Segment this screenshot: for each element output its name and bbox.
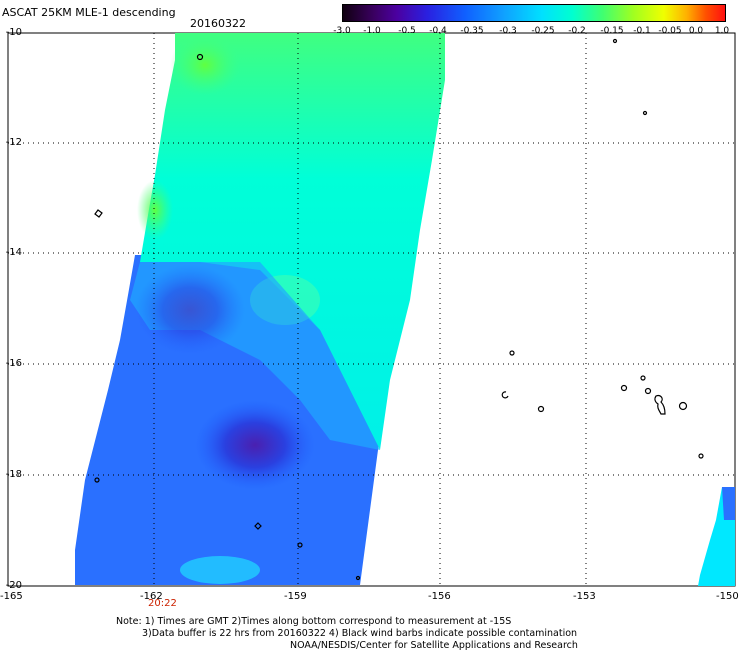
y-tick-label: -12 xyxy=(5,137,22,148)
scale-label: -0.05 xyxy=(658,26,682,36)
scale-label: -0.3 xyxy=(499,26,517,36)
y-tick-label: -18 xyxy=(5,469,22,480)
green-patch xyxy=(170,35,240,95)
x-tick-label: -159 xyxy=(284,591,307,602)
note-line-1: Note: 1) Times are GMT 2)Times along bot… xyxy=(116,616,512,627)
x-tick-label: -156 xyxy=(428,591,451,602)
y-tick-label: -14 xyxy=(5,247,22,258)
swath-cyan-region xyxy=(140,33,445,450)
scale-label: 1.0 xyxy=(714,26,730,36)
scale-label: -0.4 xyxy=(429,26,447,36)
scale-label: -0.1 xyxy=(633,26,651,36)
scale-label: -3.0 xyxy=(333,26,351,36)
island-outlines xyxy=(94,38,704,581)
pass-time-label: 20:22 xyxy=(148,598,177,609)
x-tick-label: -150 xyxy=(716,591,739,602)
y-tick-label: -20 xyxy=(5,580,22,591)
green-patch xyxy=(137,180,173,240)
color-scale-bar xyxy=(342,4,726,22)
swath-right-blue xyxy=(722,487,735,520)
x-tick-label: -165 xyxy=(0,591,23,602)
scale-label: -0.35 xyxy=(460,26,484,36)
cyan-spot xyxy=(180,556,260,584)
x-tick-label: -153 xyxy=(573,591,596,602)
y-tick-label: -16 xyxy=(5,358,22,369)
note-line-3: NOAA/NESDIS/Center for Satellite Applica… xyxy=(290,640,578,651)
grid-lines xyxy=(8,33,735,586)
scale-label: -0.25 xyxy=(531,26,555,36)
low-value-spot xyxy=(195,400,315,490)
y-tick-label: -10 xyxy=(5,27,22,38)
note-line-2: 3)Data buffer is 22 hrs from 20160322 4)… xyxy=(142,628,578,639)
scale-label: -0.5 xyxy=(398,26,416,36)
color-scale-labels: -3.0 -1.0 -0.5 -0.4 -0.35 -0.3 -0.25 -0.… xyxy=(330,26,730,38)
map-date: 20160322 xyxy=(190,17,246,30)
scale-label: -0.2 xyxy=(568,26,586,36)
map-title: ASCAT 25KM MLE-1 descending xyxy=(2,6,176,19)
footer-note: Note: 1) Times are GMT 2)Times along bot… xyxy=(116,616,578,652)
low-value-spot xyxy=(135,265,245,355)
scale-label: -0.15 xyxy=(600,26,624,36)
scale-label: -1.0 xyxy=(363,26,381,36)
x-tick-label: -162 xyxy=(140,591,163,602)
scale-label: 0.0 xyxy=(688,26,704,36)
